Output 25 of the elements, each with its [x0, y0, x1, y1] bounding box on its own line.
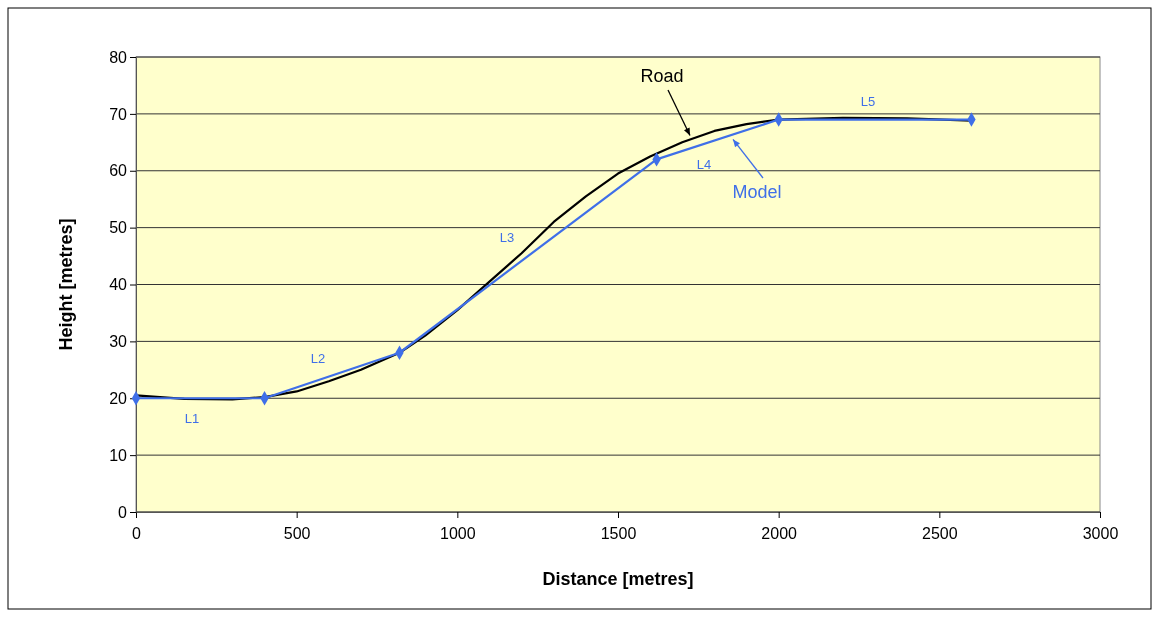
annotation: L4: [696, 156, 712, 172]
y-axis-title: Height [metres]: [56, 218, 76, 351]
y-tick-label: 10: [109, 446, 128, 464]
annotation: L2: [310, 350, 326, 366]
y-tick-label: 80: [109, 48, 128, 66]
x-tick-label: 3000: [1082, 524, 1119, 542]
legend-label: Model: [732, 182, 782, 202]
y-tick-label: 0: [118, 503, 128, 521]
y-tick-label: 60: [109, 162, 128, 180]
text: Road: [640, 66, 684, 86]
x-tick-label: 2500: [922, 524, 958, 542]
x-tick-label: 1000: [440, 524, 476, 542]
x-tick-label: 0: [132, 524, 142, 542]
x-tick-label: 2000: [761, 524, 798, 542]
x-tick-label: 1500: [600, 524, 637, 542]
x-tick-label: 500: [283, 524, 311, 542]
annotation: L5: [860, 93, 876, 109]
annotation: L1: [184, 410, 200, 426]
y-tick-label: 30: [109, 332, 128, 350]
annotation: L3: [499, 229, 515, 245]
x-axis-title: Distance [metres]: [542, 569, 694, 589]
y-tick-label: 50: [109, 219, 128, 237]
y-tick-label: 40: [109, 276, 128, 294]
y-tick-label: 20: [109, 389, 128, 407]
y-tick-label: 70: [109, 105, 128, 123]
